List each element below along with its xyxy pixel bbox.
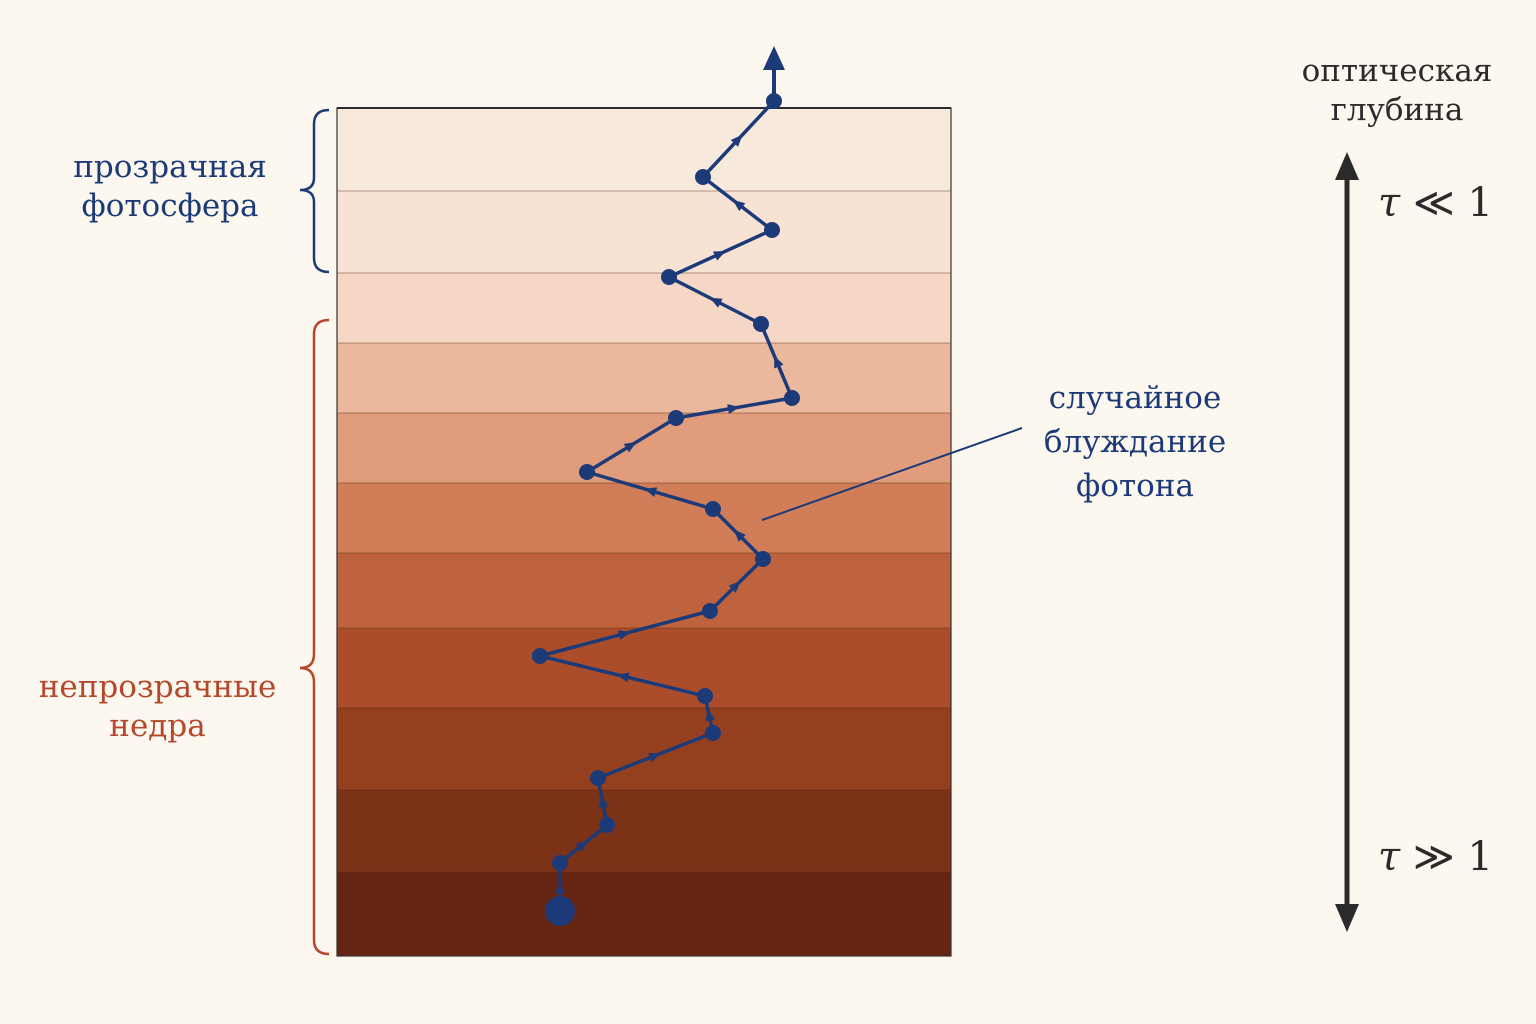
layer-4 <box>337 343 951 413</box>
layer-9 <box>337 708 951 790</box>
random-walk-line-3: фотона <box>1076 468 1194 505</box>
photon-random-walk <box>532 46 800 926</box>
layer-6 <box>337 483 951 553</box>
tau-low-symbol: τ <box>1378 180 1401 226</box>
scattering-point-12 <box>784 390 800 406</box>
scattering-point-2 <box>599 817 615 833</box>
direction-arrow-16 <box>732 199 746 212</box>
tau-high-relation: ≫ <box>1412 834 1455 880</box>
opaque-label-line-1: непрозрачные <box>38 669 277 705</box>
direction-arrow-6 <box>616 672 630 683</box>
scattering-point-13 <box>753 316 769 332</box>
scattering-point-4 <box>705 725 721 741</box>
photon-exit-arrow-icon <box>763 46 785 70</box>
direction-arrow-5 <box>705 708 716 722</box>
layer-7 <box>337 553 951 628</box>
random-walk-pointer <box>761 427 1023 521</box>
scattering-point-15 <box>764 222 780 238</box>
direction-arrow-14 <box>709 297 723 308</box>
tau-low-relation: ≪ <box>1412 180 1455 226</box>
direction-arrow-3 <box>598 795 609 809</box>
layer-1 <box>337 108 951 191</box>
tau-low-label: τ ≪ 1 <box>1378 180 1493 226</box>
random-walk-label: случайное блуждание фотона <box>1020 376 1250 508</box>
braces <box>299 108 330 956</box>
layer-10 <box>337 790 951 872</box>
layer-2 <box>337 191 951 273</box>
scattering-point-10 <box>579 464 595 480</box>
opaque-interior-brace <box>299 318 330 956</box>
direction-arrow-7 <box>617 630 631 640</box>
optical-depth-label: оптическая глубина <box>1272 52 1522 130</box>
scattering-point-14 <box>661 269 677 285</box>
direction-arrow-10 <box>644 487 658 497</box>
direction-arrow-9 <box>733 529 746 542</box>
scattering-point-9 <box>705 501 721 517</box>
stellar-layers <box>336 107 952 957</box>
optical-depth-line-2: глубина <box>1330 91 1464 128</box>
scattering-point-7 <box>702 603 718 619</box>
layer-11 <box>337 872 951 956</box>
direction-arrow-17 <box>730 134 743 147</box>
scattering-point-11 <box>668 410 684 426</box>
optical-depth-line-1: оптическая <box>1301 53 1493 89</box>
direction-arrow-11 <box>623 441 637 453</box>
layer-5 <box>337 413 951 483</box>
scattering-point-3 <box>590 770 606 786</box>
direction-arrow-2 <box>575 840 589 852</box>
tau-high-value: 1 <box>1467 834 1493 880</box>
transparent-photosphere-brace <box>299 108 330 274</box>
opaque-interior-label: непрозрачные недра <box>20 668 295 746</box>
layers-border <box>336 107 952 957</box>
direction-arrow-8 <box>728 580 741 593</box>
opaque-label-line-2: недра <box>109 707 206 744</box>
tau-low-value: 1 <box>1467 180 1493 226</box>
random-walk-line-2: блуждание <box>1043 424 1227 461</box>
random-walk-line-1: случайное <box>1048 380 1222 416</box>
scattering-point-17 <box>766 93 782 109</box>
direction-arrow-1 <box>555 881 565 893</box>
scattering-point-1 <box>552 855 568 871</box>
tau-high-label: τ ≫ 1 <box>1378 834 1493 880</box>
layer-3 <box>337 273 951 343</box>
transparent-photosphere-label: прозрачная фотосфера <box>40 148 300 226</box>
transparent-label-line-1: прозрачная <box>73 149 267 185</box>
scattering-point-16 <box>695 169 711 185</box>
direction-arrow-4 <box>648 753 662 763</box>
double-headed-axis-arrow-icon <box>1335 152 1359 932</box>
scattering-point-8 <box>755 551 771 567</box>
layer-8 <box>337 628 951 708</box>
photon-origin-point <box>545 896 575 926</box>
direction-arrow-15 <box>712 251 726 261</box>
direction-arrow-13 <box>774 355 784 369</box>
transparent-label-line-2: фотосфера <box>81 187 259 224</box>
scattering-point-6 <box>532 648 548 664</box>
direction-arrow-12 <box>727 404 740 414</box>
scattering-point-5 <box>697 688 713 704</box>
tau-high-symbol: τ <box>1378 834 1401 880</box>
